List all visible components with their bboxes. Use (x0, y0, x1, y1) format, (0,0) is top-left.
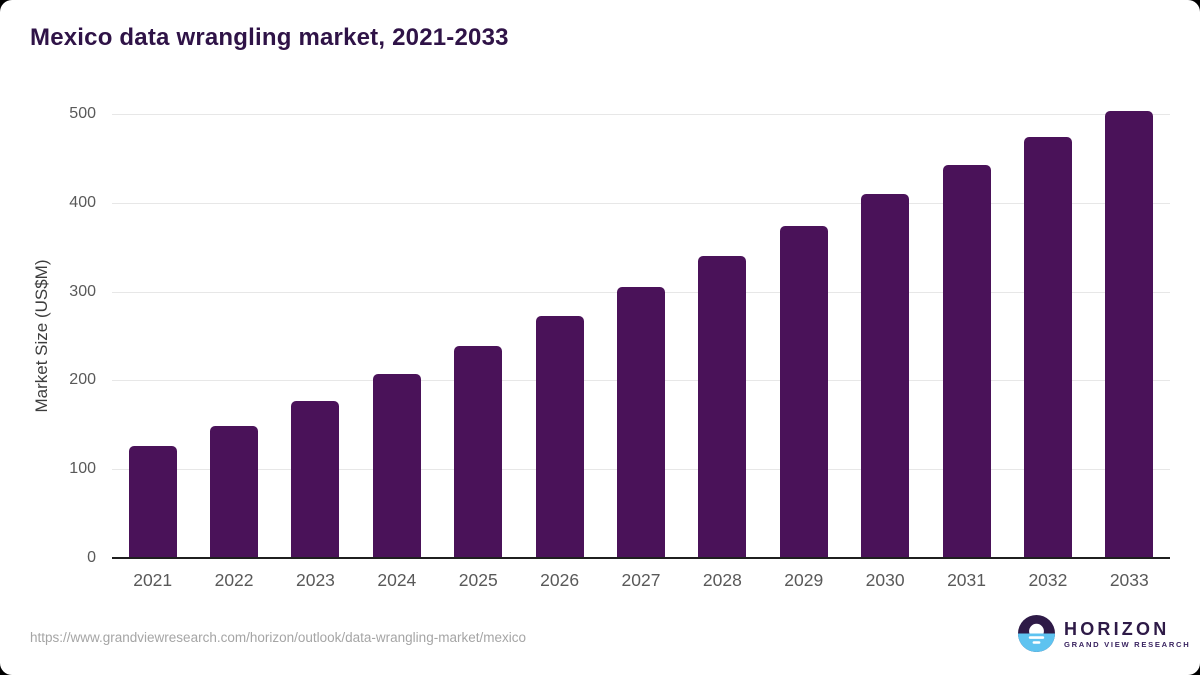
bar-2024 (372, 374, 421, 558)
bar-2025 (454, 345, 503, 558)
bar-2027 (617, 287, 665, 558)
y-tick-label-200: 200 (69, 371, 96, 389)
y-tick-label-0: 0 (87, 549, 96, 566)
bar-2032 (1023, 137, 1072, 558)
x-tick-label-2023: 2023 (295, 570, 335, 590)
bar-2026 (535, 316, 584, 558)
x-tick-label-2021: 2021 (133, 570, 173, 590)
x-tick-label-2028: 2028 (702, 570, 742, 590)
y-tick-label-400: 400 (69, 193, 96, 211)
bar-2021 (128, 446, 177, 558)
x-tick-label-2025: 2025 (458, 570, 498, 590)
bar-2028 (698, 256, 747, 558)
bar-2031 (942, 164, 991, 558)
chart-title: Mexico data wrangling market, 2021-2033 (30, 24, 509, 51)
x-tick-label-2024: 2024 (377, 570, 417, 590)
bar-chart-plot-area: 0 100 200 300 400 500 2021 2022 2023 2024 2025 2026… (69, 105, 1170, 590)
x-tick-label-2033: 2033 (1109, 570, 1149, 590)
source-url: https://www.grandviewresearch.com/horizo… (30, 630, 526, 645)
x-tick-label-2022: 2022 (214, 570, 254, 590)
bar-2029 (779, 225, 828, 558)
x-tick-label-2029: 2029 (784, 570, 824, 590)
y-tick-label-100: 100 (69, 460, 96, 478)
x-tick-label-2027: 2027 (621, 570, 661, 590)
x-tick-label-2030: 2030 (865, 570, 905, 590)
logo-tagline: GRAND VIEW RESEARCH (1064, 639, 1191, 649)
logo-name: HORIZON (1064, 618, 1170, 639)
x-tick-label-2032: 2032 (1028, 570, 1068, 590)
bar-2022 (210, 425, 259, 558)
logo-text-block: HORIZON GRAND VIEW RESEARCH (1064, 619, 1190, 649)
horizon-sunset-icon (1018, 615, 1055, 652)
bar-2030 (861, 193, 910, 558)
horizon-logo: HORIZON GRAND VIEW RESEARCH (1018, 615, 1190, 652)
gridline-500 (112, 114, 1170, 115)
x-tick-label-2026: 2026 (540, 570, 580, 590)
bar-2023 (291, 400, 340, 558)
gridline-400 (112, 202, 1170, 204)
bar-2033 (1105, 111, 1154, 558)
y-tick-label-500: 500 (69, 105, 96, 122)
y-tick-label-300: 300 (69, 282, 96, 300)
x-tick-label-2031: 2031 (947, 570, 986, 590)
x-axis-line (112, 557, 1170, 559)
